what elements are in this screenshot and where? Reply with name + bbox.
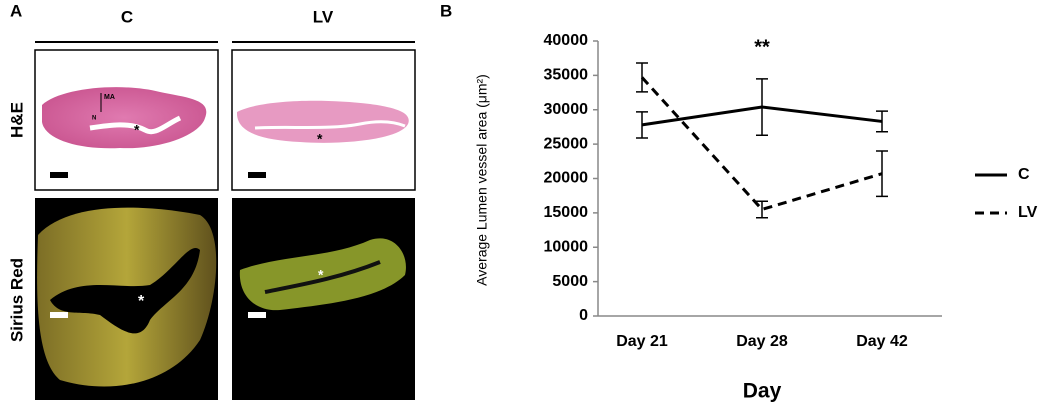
row-label: Sirius Red [7,258,26,342]
image-sirius-c: * [35,198,218,400]
column-label: C [121,7,133,26]
y-tick-label: 35000 [544,67,589,84]
series-line [640,76,883,212]
error-bar [876,110,888,133]
image-label: * [138,293,145,310]
legend-label: C [1018,166,1030,183]
y-tick-label: 5000 [552,273,588,290]
error-bar [636,62,648,93]
y-tick-label: 15000 [544,204,589,221]
x-tick-label: Day 28 [736,333,788,350]
y-tick-label: 30000 [544,101,589,118]
y-axis-title: Average Lumen vessel area (μm²) [474,74,490,286]
x-tick-label: Day 42 [856,333,908,350]
error-bar [636,111,648,139]
panel-label: A [10,1,22,20]
y-tick-label: 0 [579,307,588,324]
image-he-lv: * [231,49,416,191]
image-he-c: MA N * [34,49,219,191]
image-label: * [317,131,323,147]
y-tick-label: 25000 [544,135,589,152]
x-tick-label: Day 21 [616,333,668,350]
image-label: N [92,116,96,122]
error-bar [876,150,888,198]
column-label: LV [313,7,334,26]
x-axis-title: Day [743,380,782,403]
image-sirius-lv: * [232,198,415,400]
y-tick-label: 10000 [544,238,589,255]
image-label: MA [104,94,115,101]
legend-label: LV [1018,204,1038,221]
image-label: * [134,122,140,138]
error-bar [756,200,768,219]
y-tick-label: 20000 [544,170,589,187]
row-label: H&E [7,102,26,138]
panel-label: B [440,1,452,20]
significance-annotation: ** [754,36,770,58]
error-bar [756,78,768,136]
image-label: * [318,267,324,283]
y-tick-label: 40000 [544,32,589,49]
